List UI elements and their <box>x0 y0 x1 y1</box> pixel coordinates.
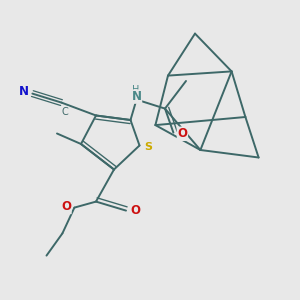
Text: N: N <box>18 85 28 98</box>
Text: C: C <box>61 106 68 117</box>
Text: S: S <box>145 142 152 152</box>
Text: N: N <box>131 90 142 103</box>
Text: O: O <box>61 200 71 214</box>
Text: H: H <box>132 85 140 95</box>
Text: O: O <box>177 127 188 140</box>
Text: O: O <box>130 204 140 217</box>
